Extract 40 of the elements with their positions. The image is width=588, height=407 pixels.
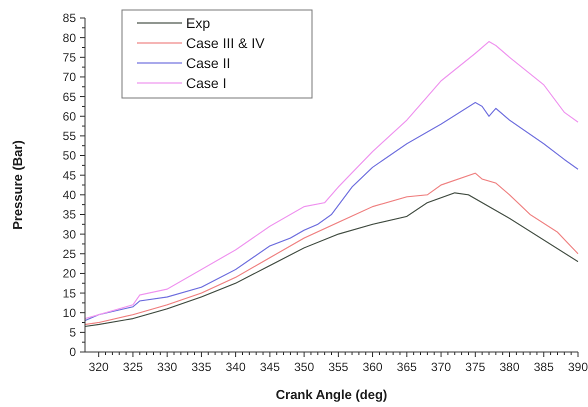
y-tick-label: 85	[62, 11, 76, 26]
x-tick-label: 345	[260, 360, 280, 374]
y-tick-label: 55	[62, 129, 76, 144]
line-series	[84, 102, 579, 322]
x-tick-label: 360	[362, 360, 383, 374]
legend-label: Case I	[186, 74, 226, 91]
legend-label: Case III & IV	[186, 34, 266, 51]
legend-label: Exp	[186, 14, 210, 31]
x-tick-label: 375	[465, 360, 486, 374]
y-tick-label: 15	[62, 286, 76, 300]
x-axis-title: Crank Angle (deg)	[276, 387, 388, 402]
x-tick-label: 355	[328, 360, 349, 374]
y-tick-label: 80	[62, 30, 76, 45]
y-tick-label: 20	[62, 266, 76, 281]
x-tick-label: 325	[122, 360, 144, 374]
y-tick-label: 0	[69, 345, 76, 360]
y-tick-label: 25	[62, 246, 76, 261]
y-tick-label: 50	[62, 148, 76, 163]
x-tick-label: 340	[226, 360, 246, 374]
y-tick-label: 40	[62, 188, 76, 202]
x-tick-label: 330	[157, 360, 178, 374]
x-tick-label: 390	[568, 360, 588, 374]
x-tick-label: 380	[500, 360, 520, 374]
y-tick-label: 70	[62, 70, 76, 84]
y-tick-label: 10	[62, 306, 76, 320]
legend-label: Case II	[186, 54, 230, 71]
y-tick-label: 35	[62, 208, 76, 222]
x-tick-label: 350	[294, 360, 314, 374]
x-tick-label: 320	[88, 360, 110, 374]
y-tick-label: 60	[62, 109, 76, 124]
y-tick-label: 75	[62, 50, 76, 64]
x-tick-label: 370	[431, 360, 452, 374]
x-tick-label: 385	[534, 360, 554, 374]
y-tick-label: 65	[62, 90, 76, 104]
x-tick-label: 365	[396, 360, 418, 374]
x-tick-label: 335	[191, 360, 212, 374]
y-tick-label: 30	[62, 227, 76, 242]
y-tick-label: 45	[62, 168, 76, 182]
y-axis-title: Pressure (Bar)	[10, 140, 25, 230]
y-tick-label: 5	[69, 326, 76, 340]
